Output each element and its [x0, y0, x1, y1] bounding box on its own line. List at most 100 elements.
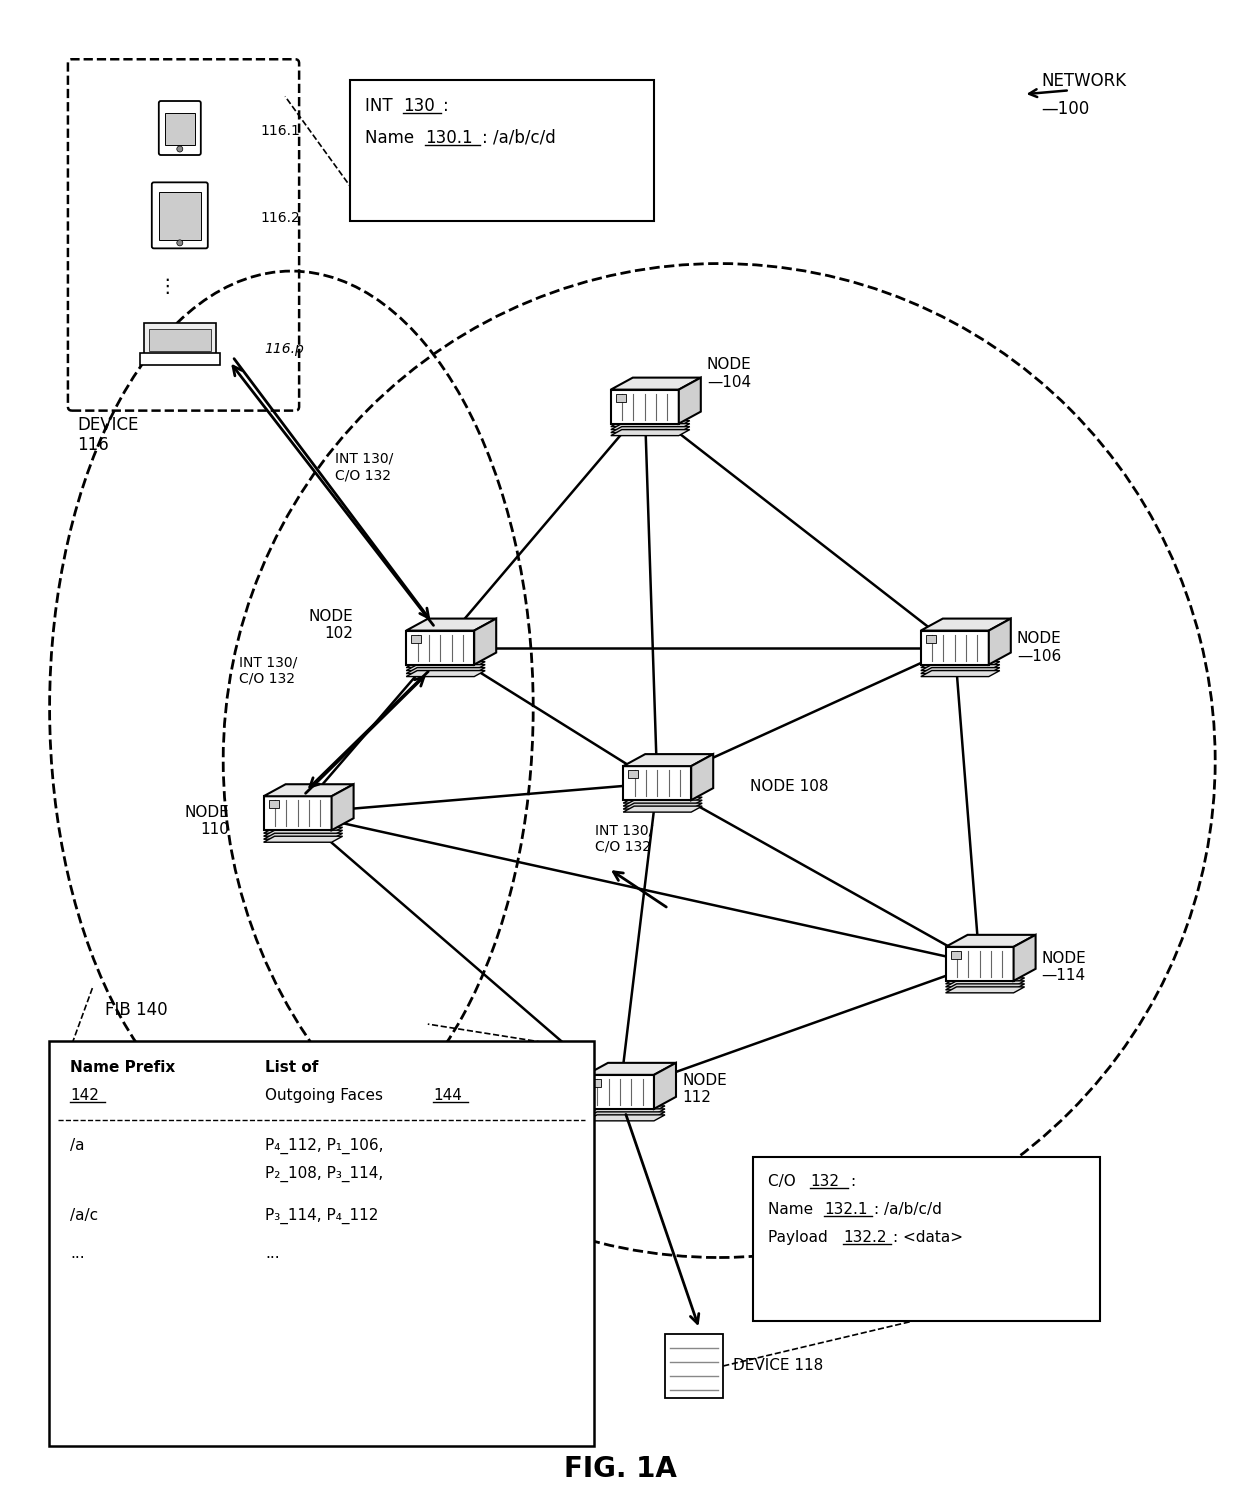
- Text: NODE
110: NODE 110: [185, 804, 229, 837]
- Polygon shape: [611, 390, 678, 423]
- Text: 132.2: 132.2: [843, 1229, 887, 1244]
- Text: C/O: C/O: [769, 1173, 801, 1188]
- Text: 116.p: 116.p: [264, 342, 304, 357]
- FancyBboxPatch shape: [629, 770, 639, 779]
- Polygon shape: [624, 755, 713, 767]
- Polygon shape: [921, 664, 999, 670]
- Polygon shape: [474, 619, 496, 664]
- Text: : /a/b/c/d: : /a/b/c/d: [874, 1202, 942, 1217]
- FancyBboxPatch shape: [666, 1334, 723, 1398]
- Polygon shape: [921, 667, 999, 673]
- Text: NODE
112: NODE 112: [682, 1072, 727, 1105]
- Polygon shape: [624, 803, 702, 809]
- FancyBboxPatch shape: [50, 1041, 594, 1446]
- Text: NODE
—106: NODE —106: [1017, 631, 1061, 664]
- FancyBboxPatch shape: [165, 113, 195, 145]
- FancyBboxPatch shape: [412, 634, 422, 643]
- Text: 132: 132: [811, 1173, 839, 1188]
- Text: List of: List of: [265, 1060, 319, 1075]
- Polygon shape: [946, 980, 1024, 986]
- FancyBboxPatch shape: [144, 324, 216, 355]
- Text: NODE
—114: NODE —114: [1042, 950, 1086, 983]
- Text: P₄_112, P₁_106,: P₄_112, P₁_106,: [265, 1137, 383, 1154]
- Text: 144: 144: [433, 1087, 463, 1102]
- Polygon shape: [331, 785, 353, 830]
- Polygon shape: [624, 800, 702, 806]
- FancyBboxPatch shape: [926, 634, 936, 643]
- FancyBboxPatch shape: [591, 1078, 601, 1087]
- Polygon shape: [921, 631, 988, 664]
- Polygon shape: [264, 833, 342, 839]
- Polygon shape: [921, 661, 999, 667]
- Polygon shape: [587, 1108, 665, 1114]
- Polygon shape: [587, 1111, 665, 1117]
- Polygon shape: [611, 423, 689, 429]
- Polygon shape: [587, 1105, 665, 1111]
- Polygon shape: [946, 977, 1024, 983]
- Polygon shape: [264, 785, 353, 797]
- Text: INT 130/
C/O 132: INT 130/ C/O 132: [239, 655, 298, 685]
- Text: P₂_108, P₃_114,: P₂_108, P₃_114,: [265, 1166, 383, 1182]
- Text: :: :: [444, 96, 449, 114]
- Polygon shape: [264, 797, 331, 830]
- Polygon shape: [407, 667, 485, 673]
- Text: P₃_114, P₄_112: P₃_114, P₄_112: [265, 1208, 378, 1224]
- FancyBboxPatch shape: [149, 330, 211, 351]
- Polygon shape: [611, 426, 689, 432]
- Text: ...: ...: [265, 1245, 280, 1261]
- Text: INT: INT: [366, 96, 398, 114]
- Text: FIG. 1A: FIG. 1A: [563, 1455, 677, 1483]
- FancyBboxPatch shape: [616, 393, 626, 402]
- Text: 130.1: 130.1: [425, 130, 472, 146]
- Text: NODE
102: NODE 102: [309, 608, 353, 642]
- Polygon shape: [946, 935, 1035, 947]
- Polygon shape: [407, 661, 485, 667]
- Text: :: :: [851, 1173, 856, 1188]
- Polygon shape: [587, 1075, 653, 1108]
- Text: INT 130/
C/O 132: INT 130/ C/O 132: [335, 452, 393, 482]
- Text: 116.1: 116.1: [260, 123, 300, 139]
- Polygon shape: [946, 986, 1024, 992]
- Text: INT 130/
C/O 132: INT 130/ C/O 132: [595, 824, 653, 854]
- Circle shape: [177, 146, 182, 152]
- FancyBboxPatch shape: [159, 101, 201, 155]
- Polygon shape: [1013, 935, 1035, 980]
- Polygon shape: [407, 664, 485, 670]
- Text: : <data>: : <data>: [893, 1229, 963, 1244]
- FancyBboxPatch shape: [151, 182, 208, 248]
- Polygon shape: [988, 619, 1011, 664]
- Polygon shape: [264, 827, 342, 833]
- Text: ...: ...: [71, 1245, 84, 1261]
- Text: NODE
—104: NODE —104: [707, 357, 751, 390]
- Polygon shape: [921, 619, 1011, 631]
- Polygon shape: [921, 670, 999, 676]
- Polygon shape: [691, 755, 713, 800]
- FancyBboxPatch shape: [951, 950, 961, 959]
- Text: DEVICE 118: DEVICE 118: [733, 1358, 823, 1373]
- Text: INT 130/
C/O 132: INT 130/ C/O 132: [791, 1182, 849, 1212]
- FancyBboxPatch shape: [140, 354, 219, 366]
- Polygon shape: [611, 378, 701, 390]
- Polygon shape: [264, 830, 342, 836]
- Polygon shape: [264, 836, 342, 842]
- Text: ⋮: ⋮: [157, 277, 177, 295]
- Text: Outgoing Faces: Outgoing Faces: [265, 1087, 388, 1102]
- Text: NETWORK: NETWORK: [1042, 72, 1127, 90]
- Text: —100: —100: [1042, 101, 1090, 119]
- Polygon shape: [624, 806, 702, 812]
- Text: Name: Name: [366, 130, 420, 146]
- Text: /a: /a: [71, 1137, 84, 1152]
- Polygon shape: [611, 420, 689, 426]
- Polygon shape: [624, 797, 702, 803]
- Text: Name Prefix: Name Prefix: [71, 1060, 175, 1075]
- FancyBboxPatch shape: [754, 1157, 1100, 1321]
- Text: 116.2: 116.2: [260, 211, 300, 226]
- Polygon shape: [587, 1063, 676, 1075]
- Text: NODE 108: NODE 108: [750, 779, 828, 794]
- Text: DEVICE
116: DEVICE 116: [77, 416, 138, 455]
- Polygon shape: [653, 1063, 676, 1108]
- Polygon shape: [407, 619, 496, 631]
- FancyBboxPatch shape: [351, 80, 653, 221]
- Text: 132.1: 132.1: [825, 1202, 868, 1217]
- Text: Payload: Payload: [769, 1229, 833, 1244]
